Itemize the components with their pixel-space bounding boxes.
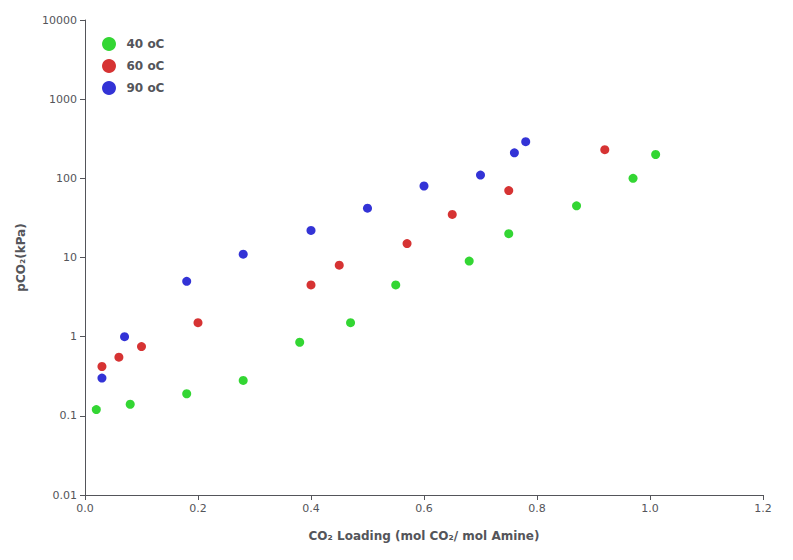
svg-text:0.1: 0.1 [60, 409, 78, 422]
svg-text:0.8: 0.8 [528, 502, 546, 515]
svg-text:0.4: 0.4 [302, 502, 320, 515]
svg-text:60 oC: 60 oC [127, 59, 165, 73]
svg-text:0.01: 0.01 [53, 489, 78, 502]
svg-text:1000: 1000 [49, 93, 77, 106]
svg-text:90 oC: 90 oC [127, 81, 165, 95]
svg-text:0.2: 0.2 [189, 502, 207, 515]
svg-text:CO₂ Loading (mol CO₂/ mol Amin: CO₂ Loading (mol CO₂/ mol Amine) [309, 529, 540, 543]
svg-text:0.6: 0.6 [415, 502, 433, 515]
svg-text:1: 1 [70, 330, 77, 343]
svg-text:1.0: 1.0 [641, 502, 659, 515]
svg-text:0.0: 0.0 [76, 502, 94, 515]
svg-text:40 oC: 40 oC [127, 37, 165, 51]
svg-text:pCO₂(kPa): pCO₂(kPa) [14, 223, 28, 291]
svg-text:100: 100 [56, 172, 77, 185]
svg-text:10: 10 [63, 251, 77, 264]
svg-text:1.2: 1.2 [754, 502, 772, 515]
svg-text:10000: 10000 [42, 14, 77, 27]
